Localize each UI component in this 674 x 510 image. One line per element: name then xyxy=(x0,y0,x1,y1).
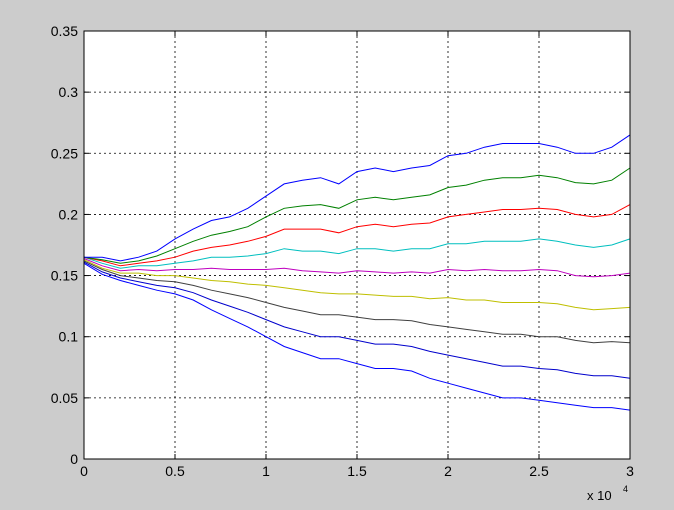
series-line-0 xyxy=(84,134,631,262)
x-multiplier-label: x 10 xyxy=(587,488,612,503)
y-tick-label: 0 xyxy=(70,451,78,467)
y-tick-label: 0.15 xyxy=(51,268,78,284)
series-line-7 xyxy=(83,261,631,379)
series-line-2 xyxy=(83,204,631,267)
y-tick-label: 0.2 xyxy=(59,206,79,222)
series-line-8 xyxy=(83,262,631,411)
axis-ticks xyxy=(83,30,631,460)
series-line-4 xyxy=(83,258,631,278)
series-line-3 xyxy=(83,238,631,269)
x-tick-label: 3 xyxy=(626,463,634,479)
x-tick-label: 0.5 xyxy=(165,463,185,479)
series-line-5 xyxy=(83,259,631,311)
x-tick-label: 1.5 xyxy=(347,463,367,479)
x-multiplier-exponent: 4 xyxy=(623,484,628,494)
tick-labels: 0 0.5 1 1.5 2 2.5 3 0 0.05 0.1 0.15 0.2 0.25 0.3 0.35 xyxy=(51,23,634,479)
series-lines xyxy=(83,134,631,411)
y-tick-label: 0.05 xyxy=(51,390,78,406)
y-tick-label: 0.25 xyxy=(51,145,78,161)
y-tick-label: 0.3 xyxy=(59,84,79,100)
series-line-6 xyxy=(83,260,631,344)
x-tick-label: 1 xyxy=(262,463,270,479)
series-line-1 xyxy=(83,167,631,264)
grid-lines xyxy=(84,31,630,459)
x-tick-label: 2 xyxy=(444,463,452,479)
y-tick-label: 0.1 xyxy=(59,329,79,345)
x-tick-label: 0 xyxy=(80,463,88,479)
x-tick-label: 2.5 xyxy=(529,463,549,479)
y-tick-label: 0.35 xyxy=(51,23,78,39)
